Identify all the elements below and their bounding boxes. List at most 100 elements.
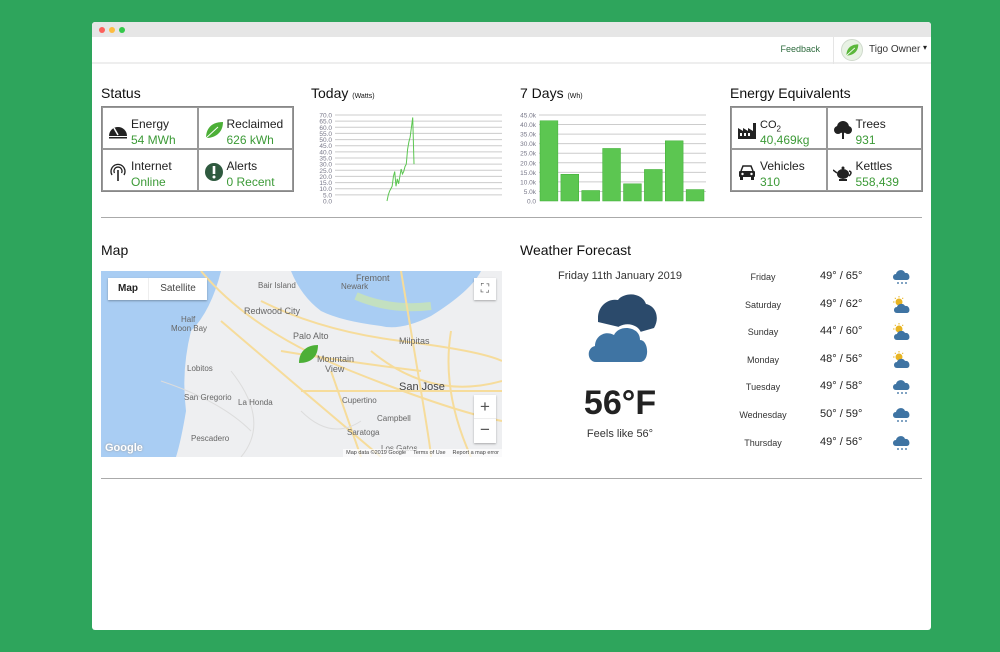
weather-date: Friday 11th January 2019	[558, 270, 682, 282]
rain-icon	[893, 270, 910, 284]
forecast-day: Thursday	[744, 437, 782, 448]
forecast-row: Saturday 49° / 62°	[712, 295, 922, 315]
y-tick-label: 60.0	[319, 125, 332, 132]
seven-days-unit: (Wh)	[567, 93, 583, 100]
forecast-row: Tuesday 49° / 58°	[712, 377, 922, 397]
section-divider	[101, 217, 922, 218]
equivalent-label: Kettles	[855, 159, 893, 173]
y-tick-label: 15.0k	[520, 170, 537, 177]
y-tick-label: 25.0k	[520, 151, 537, 158]
bar	[581, 190, 600, 202]
feedback-link[interactable]: Feedback	[780, 44, 820, 54]
forecast-row: Friday 49° / 65°	[712, 267, 922, 287]
y-tick-label: 10.0	[319, 186, 332, 193]
map-view[interactable]: Fremont Bair Island Newark Redwood City …	[101, 271, 502, 457]
equivalent-vehicles: Vehicles 310	[731, 149, 827, 191]
fullscreen-icon[interactable]: ⛶	[474, 278, 496, 300]
map-title: Map	[101, 242, 129, 258]
top-header: Feedback Tigo Owner ▾	[92, 37, 931, 64]
map-place-label: Lobitos	[187, 364, 213, 373]
leaf-icon	[846, 44, 859, 56]
forecast-day: Tuesday	[745, 382, 781, 393]
report-error-link[interactable]: Report a map error	[452, 450, 499, 456]
forecast-temp: 49° / 62°	[820, 297, 863, 310]
y-tick-label: 70.0	[319, 113, 332, 120]
status-energy: Energy 54 MWh	[102, 107, 198, 149]
maximize-window-button[interactable]	[119, 27, 125, 33]
equivalents-panel: CO2 40,469kg Trees 931 Vehicles 310 Kett…	[730, 106, 923, 192]
user-name: Tigo Owner	[869, 44, 921, 55]
y-tick-label: 45.0	[319, 143, 332, 150]
y-tick-label: 40.0k	[520, 122, 537, 129]
map-type-control: Map Satellite	[108, 278, 207, 300]
y-tick-label: 20.0k	[520, 160, 537, 167]
feels-like: Feels like 56°	[586, 428, 654, 440]
status-panel: Energy 54 MWh Reclaimed 626 kWh Internet…	[101, 106, 294, 192]
equivalent-value: 931	[855, 133, 876, 147]
y-tick-label: 35.0k	[520, 132, 537, 139]
chevron-down-icon: ▾	[922, 43, 927, 52]
user-menu[interactable]: Tigo Owner ▾	[833, 37, 931, 64]
terms-link[interactable]: Terms of Use	[413, 450, 446, 456]
forecast-day: Monday	[746, 354, 780, 365]
map-place-label: San Jose	[399, 381, 445, 393]
y-tick-label: 65.0	[319, 119, 332, 126]
y-tick-label: 0.0	[323, 199, 332, 206]
map-place-label: Pescadero	[191, 434, 230, 443]
bar	[644, 169, 663, 202]
map-place-label: Bair Island	[258, 281, 296, 290]
status-value: 626 kWh	[226, 133, 274, 147]
bar	[539, 120, 559, 202]
y-tick-label: 45.0k	[520, 113, 537, 120]
map-place-label: Redwood City	[244, 306, 301, 316]
app-window: Feedback Tigo Owner ▾ Status Energy 54 M…	[92, 22, 931, 630]
equivalent-trees: Trees 931	[826, 107, 922, 149]
section-divider	[101, 478, 922, 479]
leaf-icon	[204, 122, 223, 140]
y-tick-label: 15.0	[319, 180, 332, 187]
bar	[623, 183, 642, 202]
partly-cloudy-icon	[893, 350, 910, 368]
equivalent-value: 558,439	[855, 175, 899, 189]
zoom-out-button[interactable]: −	[480, 420, 490, 439]
map-place-label: San Gregorio	[184, 393, 232, 402]
equivalents-title: Energy Equivalents	[730, 85, 851, 101]
today-line-chart: 0.05.010.015.020.025.030.035.040.045.050…	[319, 113, 502, 206]
y-tick-label: 25.0	[319, 168, 332, 175]
forecast-temp: 50° / 59°	[820, 408, 863, 420]
y-tick-label: 10.0k	[520, 179, 537, 186]
map-place-label: View	[325, 364, 345, 374]
today-unit: (Watts)	[352, 93, 375, 100]
forecast-row: Wednesday 50° / 59°	[712, 405, 922, 425]
title-bar	[92, 22, 931, 37]
y-tick-label: 55.0	[319, 131, 332, 138]
status-label: Energy	[131, 117, 170, 131]
cloudy-icon	[585, 294, 657, 364]
forecast-temp: 49° / 65°	[820, 270, 863, 282]
y-tick-label: 5.0	[323, 192, 332, 199]
forecast-temp: 44° / 60°	[820, 325, 863, 338]
map-attribution: Map data ©2019 Google Terms of Use Repor…	[343, 449, 502, 457]
bar	[685, 189, 705, 202]
weather-title: Weather Forecast	[520, 242, 632, 258]
map-place-label: Mountain	[317, 354, 355, 364]
status-label: Internet	[131, 159, 172, 173]
equivalent-kettles: Kettles 558,439	[826, 149, 922, 191]
map-place-label: Fremont	[356, 273, 390, 283]
bar	[560, 173, 579, 202]
zoom-in-button[interactable]: +	[474, 395, 496, 419]
map-type-map-button[interactable]: Map	[108, 278, 149, 300]
rain-icon	[893, 380, 910, 395]
map-type-satellite-button[interactable]: Satellite	[160, 283, 196, 294]
close-window-button[interactable]	[99, 27, 105, 33]
status-alerts[interactable]: Alerts 0 Recent	[197, 149, 293, 191]
map-data-text: Map data ©2019 Google	[346, 450, 407, 456]
minimize-window-button[interactable]	[109, 27, 115, 33]
gauge-icon	[109, 127, 127, 139]
kettle-icon	[832, 166, 852, 181]
forecast-row: Thursday 49° / 56°	[712, 433, 922, 453]
map-tiles	[101, 271, 502, 457]
status-label: Reclaimed	[226, 117, 284, 131]
equivalent-value: 310	[760, 175, 781, 189]
antenna-icon	[110, 163, 126, 181]
